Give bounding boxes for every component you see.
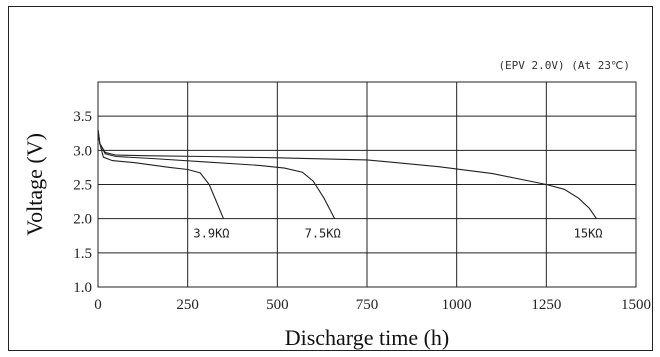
x-tick-label: 1000 xyxy=(442,297,472,313)
discharge-curve xyxy=(97,129,597,220)
test-condition-annotation: (EPV 2.0V) (At 23℃) xyxy=(498,59,630,72)
discharge-curve xyxy=(97,129,336,219)
y-tick-label: 2.0 xyxy=(73,212,92,228)
curve-labels: 3.9KΩ 7.5KΩ 15KΩ xyxy=(193,227,602,241)
chart-frame: (EPV 2.0V) (At 23℃) 0 250 500 750 1000 1250 15… xyxy=(8,6,653,351)
x-tick-label: 500 xyxy=(266,297,289,313)
discharge-curves xyxy=(97,129,597,220)
y-tick-label: 2.5 xyxy=(73,178,92,194)
x-tick-label: 250 xyxy=(176,297,199,313)
x-tick-label: 0 xyxy=(94,297,102,313)
grid xyxy=(97,81,637,288)
y-tick-label: 1.0 xyxy=(73,280,92,296)
y-tick-labels: 1.0 1.5 2.0 2.5 3.0 3.5 xyxy=(73,109,92,296)
x-tick-label: 1500 xyxy=(621,297,651,313)
discharge-curve xyxy=(97,129,225,219)
x-tick-label: 1250 xyxy=(531,297,561,313)
x-tick-label: 750 xyxy=(356,297,379,313)
curve-label: 3.9KΩ xyxy=(193,227,229,241)
y-axis-title: Voltage (V) xyxy=(22,133,47,236)
curve-label: 7.5KΩ xyxy=(305,227,341,241)
y-tick-label: 3.0 xyxy=(73,143,92,159)
y-tick-label: 3.5 xyxy=(73,109,92,125)
x-axis-title: Discharge time (h) xyxy=(285,325,450,350)
y-tick-label: 1.5 xyxy=(73,246,92,262)
curve-label: 15KΩ xyxy=(574,227,603,241)
discharge-chart: (EPV 2.0V) (At 23℃) 0 250 500 750 1000 1250 15… xyxy=(22,59,651,350)
x-tick-labels: 0 250 500 750 1000 1250 1500 xyxy=(94,297,651,313)
